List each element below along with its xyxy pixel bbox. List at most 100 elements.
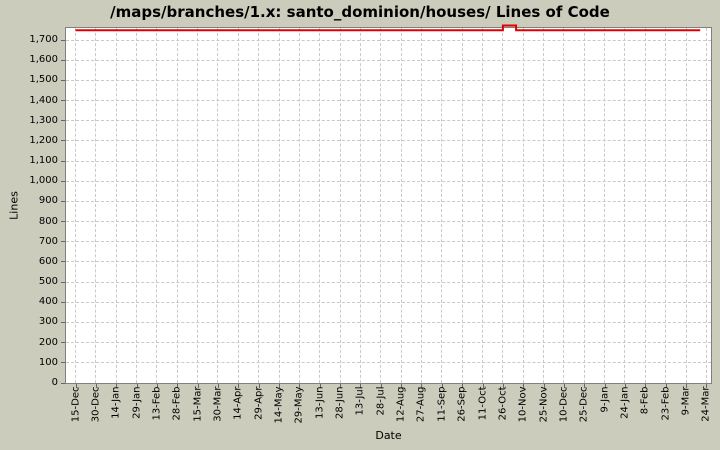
y-gridline (66, 59, 711, 61)
x-tick-mark (116, 384, 118, 388)
y-tick-mark (61, 281, 65, 283)
x-tick-mark (624, 384, 626, 388)
y-tick-label: 300 (38, 316, 58, 328)
y-tick-label: 100 (38, 356, 58, 368)
x-gridline (400, 28, 402, 383)
x-gridline (644, 28, 646, 383)
y-gridline (66, 301, 711, 303)
x-axis-title: Date (375, 429, 402, 442)
y-tick-label: 1,300 (29, 114, 58, 126)
y-tick-mark (61, 160, 65, 162)
y-gridline (66, 180, 711, 182)
x-tick-mark (258, 384, 260, 388)
y-gridline (66, 200, 711, 202)
x-gridline (339, 28, 341, 383)
y-tick-mark (61, 79, 65, 81)
x-tick-label: 10-Dec (558, 386, 570, 423)
x-gridline (461, 28, 463, 383)
x-tick-label: 25-Nov (538, 386, 550, 423)
x-tick-label: 11-Oct (477, 386, 488, 421)
y-tick-label: 1,600 (29, 54, 58, 66)
x-gridline (156, 28, 158, 383)
y-tick-mark (61, 261, 65, 263)
x-tick-label: 29-Jan (131, 386, 143, 419)
x-gridline (278, 28, 280, 383)
x-tick-label: 26-Oct (497, 386, 509, 421)
y-gridline (66, 39, 711, 41)
y-tick-mark (61, 241, 65, 243)
x-tick-mark (482, 384, 484, 388)
x-tick-mark (543, 384, 545, 388)
x-tick-label: 30-Dec (90, 386, 102, 423)
y-tick-label: 1,000 (29, 175, 58, 187)
x-tick-mark (604, 384, 606, 388)
y-gridline (66, 362, 711, 364)
x-tick-label: 29-May (293, 386, 305, 424)
y-tick-mark (61, 100, 65, 102)
x-tick-label: 25-Dec (578, 386, 590, 423)
x-tick-mark (401, 384, 403, 388)
x-gridline (380, 28, 382, 383)
x-gridline (258, 28, 260, 383)
x-gridline (441, 28, 443, 383)
plot-area (65, 24, 712, 384)
y-gridline (66, 281, 711, 283)
y-tick-label: 0 (51, 377, 58, 388)
x-gridline (298, 28, 300, 383)
y-tick-label: 1,500 (29, 74, 58, 86)
x-tick-label: 28-Jul (375, 386, 387, 416)
y-gridline (66, 160, 711, 162)
y-tick-label: 1,200 (29, 134, 58, 146)
x-gridline (563, 28, 565, 383)
x-gridline (359, 28, 361, 383)
x-tick-mark (319, 384, 321, 388)
x-tick-label: 29-Apr (253, 386, 265, 420)
x-tick-mark (584, 384, 586, 388)
x-gridline (420, 28, 422, 383)
x-gridline (197, 28, 199, 383)
chart-title: /maps/branches/1.x: santo_dominion/house… (110, 3, 610, 21)
y-tick-mark (61, 301, 65, 303)
x-gridline (522, 28, 524, 383)
y-tick-label: 500 (38, 276, 58, 288)
y-tick-mark (61, 180, 65, 182)
y-gridline (66, 241, 711, 243)
x-tick-label: 14-May (273, 386, 285, 424)
x-tick-label: 12-Aug (395, 386, 407, 423)
x-tick-mark (177, 384, 179, 388)
x-gridline (665, 28, 667, 383)
y-tick-label: 1,400 (29, 94, 58, 106)
y-tick-label: 400 (38, 296, 58, 308)
x-tick-label: 9-Jan (599, 386, 611, 413)
x-tick-label: 28-Feb (171, 386, 183, 421)
x-tick-mark (217, 384, 219, 388)
x-gridline (685, 28, 687, 383)
x-gridline (75, 28, 76, 383)
y-gridline (66, 140, 711, 142)
y-tick-label: 200 (38, 336, 58, 348)
x-gridline (502, 28, 504, 383)
y-gridline (66, 221, 711, 223)
x-tick-mark (645, 384, 647, 388)
x-tick-mark (340, 384, 342, 388)
x-tick-mark (136, 384, 138, 388)
x-gridline (543, 28, 545, 383)
x-gridline (237, 28, 239, 383)
y-tick-mark (61, 382, 65, 384)
x-tick-label: 27-Aug (415, 386, 427, 423)
loc-line-series (75, 24, 701, 32)
x-tick-mark (462, 384, 464, 388)
x-tick-label: 14-Jan (110, 386, 122, 419)
x-gridline (583, 28, 585, 383)
x-gridline (136, 28, 138, 383)
y-gridline (66, 342, 711, 344)
x-tick-mark (441, 384, 443, 388)
x-tick-mark (502, 384, 504, 388)
y-tick-mark (61, 362, 65, 364)
x-gridline (624, 28, 626, 383)
y-gridline (66, 100, 711, 102)
x-tick-mark (563, 384, 565, 388)
x-tick-mark (279, 384, 280, 388)
y-tick-mark (61, 342, 65, 344)
